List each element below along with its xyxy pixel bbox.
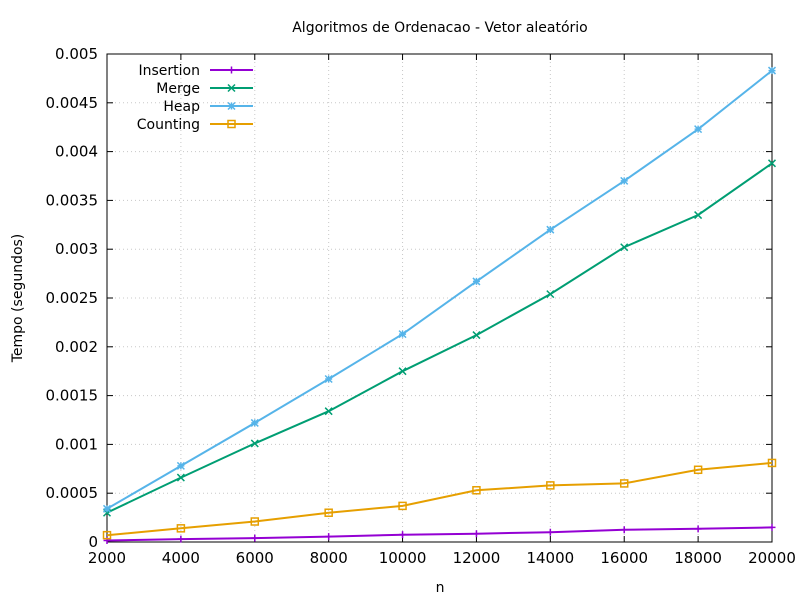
series-line-heap	[106, 69, 773, 510]
data-point-insertion	[325, 533, 333, 541]
legend-marker	[227, 119, 236, 129]
x-tick-label: 20000	[748, 549, 796, 567]
x-tick-label: 10000	[379, 549, 427, 567]
series-line-merge	[106, 162, 773, 514]
data-point-merge	[546, 290, 555, 299]
legend-label: Merge	[156, 81, 200, 97]
y-tick-label: 0	[88, 533, 98, 551]
legend-label: Counting	[137, 117, 200, 133]
x-tick-label: 16000	[600, 549, 648, 567]
grid-lines	[107, 54, 772, 542]
data-point-heap	[767, 66, 777, 75]
x-tick-label: 12000	[453, 549, 501, 567]
y-tick-label: 0.0015	[46, 387, 99, 405]
y-tick-label: 0.005	[55, 45, 98, 63]
data-point-heap	[324, 374, 333, 384]
data-point-merge	[176, 473, 185, 482]
legend-marker	[227, 101, 236, 111]
y-tick-label: 0.002	[55, 338, 98, 356]
data-point-heap	[472, 277, 481, 286]
data-point-insertion	[399, 531, 407, 539]
legend-entry-counting: Counting	[137, 117, 253, 133]
data-point-insertion	[472, 530, 480, 538]
y-axis-label: Tempo (segundos)	[10, 234, 26, 364]
y-tick-label: 0.0005	[46, 484, 99, 502]
series-merge	[102, 159, 777, 517]
data-point-merge	[250, 439, 259, 448]
y-tick-label: 0.001	[55, 435, 98, 453]
data-point-merge	[620, 243, 629, 252]
data-point-counting	[398, 501, 407, 511]
y-tick-label: 0.0045	[46, 94, 99, 112]
data-point-merge	[694, 211, 703, 220]
x-axis-label: n	[436, 580, 445, 596]
data-point-counting	[250, 517, 260, 526]
data-point-counting	[176, 524, 186, 533]
y-axis-ticks: 0 0.0005 0.001 0.0015 0.002 0.0025 0.003 0.0035…	[46, 45, 772, 551]
data-point-merge	[767, 159, 777, 168]
chart-title: Algoritmos de Ordenacao - Vetor aleatóri…	[292, 20, 588, 36]
legend-entry-heap: Heap	[163, 99, 253, 115]
data-point-insertion	[768, 523, 776, 531]
series-counting	[102, 458, 777, 540]
data-point-merge	[472, 331, 481, 340]
data-point-counting	[767, 458, 777, 468]
data-point-insertion	[694, 525, 702, 533]
legend-label: Insertion	[139, 63, 200, 79]
series-heap	[102, 66, 777, 513]
data-point-counting	[619, 479, 629, 488]
y-tick-label: 0.004	[55, 143, 98, 161]
legend-marker	[227, 83, 236, 93]
x-tick-label: 8000	[310, 549, 348, 567]
data-point-heap	[398, 330, 407, 339]
legend-entry-insertion: Insertion	[139, 63, 253, 79]
x-axis-ticks: 2000 4000 6000 8000 10000 12000 14000 16000 1800…	[88, 54, 796, 567]
x-tick-label: 14000	[526, 549, 574, 567]
data-point-heap	[694, 125, 703, 134]
data-point-insertion	[177, 535, 185, 543]
data-point-heap	[250, 418, 259, 427]
x-tick-label: 6000	[236, 549, 274, 567]
data-point-counting	[102, 530, 112, 540]
data-point-counting	[472, 486, 481, 495]
data-point-merge	[324, 407, 333, 416]
data-point-insertion	[546, 528, 554, 536]
x-tick-label: 4000	[162, 549, 200, 567]
x-tick-label: 2000	[88, 549, 126, 567]
series-line-counting	[106, 461, 773, 537]
data-point-counting	[693, 465, 703, 475]
data-point-counting	[546, 481, 555, 490]
data-point-merge	[398, 367, 407, 376]
legend-label: Heap	[163, 99, 200, 115]
series-insertion	[103, 523, 776, 545]
y-tick-label: 0.003	[55, 240, 98, 258]
data-point-counting	[324, 508, 333, 517]
data-point-insertion	[251, 534, 259, 542]
data-point-heap	[620, 176, 629, 185]
data-point-heap	[546, 225, 555, 234]
y-tick-label: 0.0025	[46, 289, 99, 307]
series-line-insertion	[106, 526, 773, 542]
y-tick-label: 0.0035	[46, 191, 99, 209]
x-tick-label: 18000	[674, 549, 722, 567]
data-point-heap	[176, 461, 185, 470]
legend: Insertion Merge Heap Counting	[137, 63, 253, 133]
data-point-insertion	[620, 526, 628, 534]
series-layer	[102, 66, 777, 545]
data-point-heap	[102, 504, 112, 513]
legend-entry-merge: Merge	[156, 81, 253, 97]
legend-marker	[228, 66, 235, 74]
